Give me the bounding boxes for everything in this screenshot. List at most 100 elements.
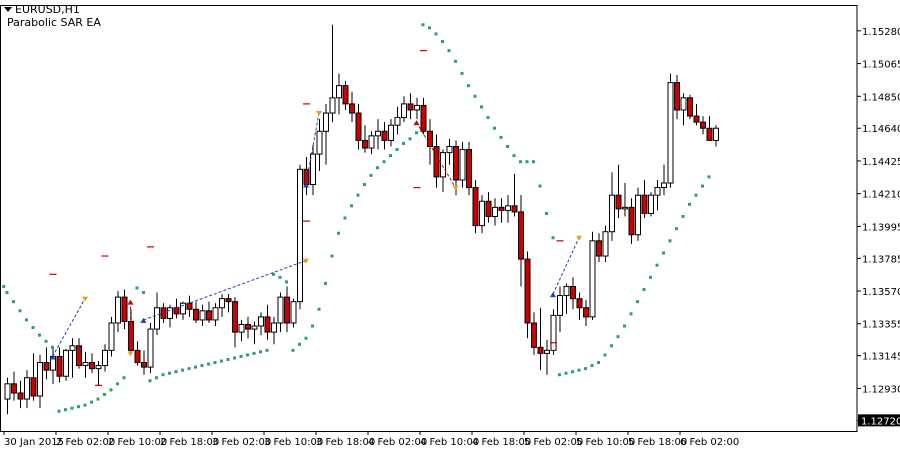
bear-candle <box>30 377 37 397</box>
bear-candle <box>342 85 349 105</box>
sar-dot <box>389 154 392 158</box>
bear-candle <box>706 127 713 141</box>
bull-candle <box>108 322 115 351</box>
x-tick-label: 2 Feb 02:00 <box>56 437 115 448</box>
bull-candle <box>4 383 11 400</box>
bear-candle <box>531 322 537 348</box>
sar-dot <box>57 409 61 413</box>
current-price-box <box>858 414 900 427</box>
sar-dot <box>70 406 74 410</box>
sar-dot <box>402 141 405 145</box>
trade-line <box>416 121 456 188</box>
bull-candle <box>336 85 342 99</box>
bear-candle <box>193 308 199 321</box>
trade-open-arrow <box>127 299 134 305</box>
bull-candle <box>251 325 258 330</box>
sar-dot <box>12 300 15 304</box>
sar-dot <box>408 137 412 141</box>
sar-dot <box>350 204 353 208</box>
sar-dot <box>571 370 574 374</box>
sar-dot <box>103 392 106 396</box>
x-tick-label: 5 Feb 10:00 <box>576 437 635 448</box>
sar-dot <box>135 286 139 290</box>
sar-dot <box>603 353 607 357</box>
bear-candle <box>641 194 648 214</box>
bear-candle <box>128 320 134 351</box>
sar-dot <box>447 49 451 53</box>
sar-dot <box>577 368 581 372</box>
sar-dot <box>64 408 67 412</box>
dropdown-triangle-icon[interactable] <box>4 6 12 12</box>
plot-border <box>0 5 858 432</box>
sar-dot <box>96 397 100 401</box>
sar-dot <box>109 388 113 392</box>
sar-dot <box>545 211 548 215</box>
symbol-label: EURUSD,H1 <box>15 3 80 16</box>
sar-dot <box>441 40 444 44</box>
bear-candle <box>141 362 147 368</box>
sar-dot <box>681 214 685 218</box>
bear-candle <box>381 130 388 141</box>
bull-candle <box>654 187 661 196</box>
sar-dot <box>77 405 80 409</box>
sar-dot <box>148 379 152 383</box>
sar-dot <box>44 339 48 343</box>
x-tick-label: 4 Feb 10:00 <box>420 437 479 448</box>
bull-candle <box>238 324 245 333</box>
sar-dot <box>304 336 308 340</box>
bull-candle <box>492 206 498 217</box>
sar-dot <box>551 236 555 240</box>
sar-dot <box>174 370 178 374</box>
bull-candle <box>102 349 108 367</box>
sar-dot <box>252 351 256 355</box>
x-tick-label: 2 Feb 18:00 <box>160 437 219 448</box>
bull-candle <box>414 104 420 111</box>
bear-candle <box>498 206 505 211</box>
bear-candle <box>466 149 472 189</box>
sar-dot <box>499 135 503 139</box>
sar-dot <box>597 361 600 365</box>
sar-dot <box>246 353 249 357</box>
sar-dot <box>519 160 522 164</box>
bear-candle <box>583 307 589 318</box>
bull-candle <box>310 153 316 186</box>
y-tick-label: 1.13785 <box>862 254 900 265</box>
sar-dot <box>434 32 438 36</box>
bull-candle <box>180 302 186 315</box>
symbol-header[interactable]: EURUSD,H1 <box>4 3 80 16</box>
y-tick-label: 1.15065 <box>862 60 900 71</box>
bull-candle <box>37 362 43 397</box>
y-tick-label: 1.14850 <box>862 92 900 103</box>
expert-advisor-label: Parabolic SAR EA <box>7 16 101 29</box>
bear-candle <box>700 121 706 129</box>
sar-dot <box>701 184 704 188</box>
bear-candle <box>206 310 212 321</box>
sar-dot <box>161 373 165 377</box>
sar-dot <box>272 272 275 276</box>
bull-candle <box>446 145 453 154</box>
trade-close-arrow <box>303 258 309 264</box>
trade-close-arrow <box>576 235 582 241</box>
trade-open-arrow <box>303 182 309 188</box>
trade-close-arrow <box>127 351 134 357</box>
bear-candle <box>121 296 128 322</box>
bull-candle <box>388 124 394 141</box>
bear-candle <box>284 296 290 324</box>
y-tick-label: 1.14425 <box>862 157 900 168</box>
bull-candle <box>115 296 121 324</box>
bull-candle <box>271 322 277 333</box>
sar-dot <box>382 160 386 164</box>
x-tick-label: 30 Jan 2015 <box>4 437 64 448</box>
bull-candle <box>401 103 407 119</box>
sar-dot <box>265 348 269 352</box>
sar-dot <box>298 342 301 346</box>
bull-candle <box>544 349 550 354</box>
x-tick-label: 3 Feb 18:00 <box>316 437 375 448</box>
bear-candle <box>615 194 622 210</box>
bull-candle <box>713 127 719 141</box>
sar-dot <box>31 326 35 330</box>
y-tick-label: 1.14640 <box>862 124 900 135</box>
bull-candle <box>63 349 69 377</box>
bull-candle <box>258 316 264 327</box>
